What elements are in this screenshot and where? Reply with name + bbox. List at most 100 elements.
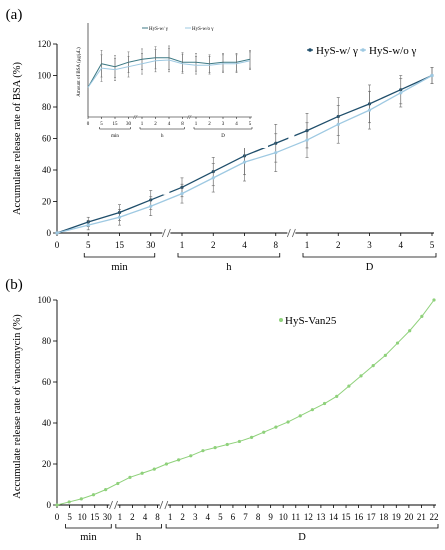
x-tick-label-a: 30 <box>146 240 156 250</box>
y-tick-label-a: 0 <box>47 228 52 238</box>
data-point-b <box>286 420 290 424</box>
x-tick-label-a: 3 <box>367 240 372 250</box>
x-tick-label-b: 1 <box>168 512 173 522</box>
data-point-b <box>383 353 387 357</box>
inset-x-break <box>135 114 138 120</box>
data-point-a <box>242 160 247 164</box>
segment-bracket-b <box>65 524 112 529</box>
x-axis-break-a-stroke <box>167 228 171 238</box>
data-point-a <box>117 215 122 219</box>
x-axis-break-b-gap <box>109 500 118 510</box>
data-point-b <box>420 314 424 318</box>
inset-x-tick-label: 2 <box>208 122 211 127</box>
x-tick-label-a: 5 <box>86 240 91 250</box>
inset-x-tick-label: 5 <box>249 122 252 127</box>
y-tick-label-b: 20 <box>42 459 52 469</box>
x-axis-break-a-gap <box>162 228 171 238</box>
data-point-a <box>367 108 372 112</box>
x-tick-label-b: 3 <box>193 512 198 522</box>
inset-legend-label-0: HyS-w/ γ <box>149 27 169 32</box>
x-tick-label-b: 9 <box>268 512 273 522</box>
x-tick-label-a: 2 <box>211 240 216 250</box>
x-tick-label-b: 2 <box>180 512 185 522</box>
inset-segment-label-h: h <box>161 134 164 139</box>
y-tick-label-a: 60 <box>42 134 52 144</box>
inset-legend-label-1: HyS-w/o γ <box>192 27 214 32</box>
data-point-b <box>335 394 339 398</box>
data-point-b <box>262 430 266 434</box>
x-tick-label-b: 7 <box>243 512 248 522</box>
data-point-a <box>274 151 278 155</box>
x-tick-label-b: 15 <box>90 512 100 522</box>
inset-x-tick-label: 8 <box>181 122 184 127</box>
inset-x-tick-label: 5 <box>100 122 103 127</box>
x-tick-label-b: 6 <box>231 512 236 522</box>
x-tick-label-a: 0 <box>55 240 60 250</box>
legend-marker-a <box>361 48 365 52</box>
data-point-b <box>359 374 363 378</box>
y-tick-label-a: 100 <box>38 71 52 81</box>
y-tick-label-b: 80 <box>42 336 52 346</box>
x-tick-label-b: 21 <box>417 512 426 522</box>
x-tick-label-b: 2 <box>130 512 135 522</box>
y-tick-label-a: 80 <box>42 102 52 112</box>
data-point-b <box>322 401 327 406</box>
data-point-a <box>430 73 434 78</box>
x-tick-label-b: 20 <box>404 512 414 522</box>
data-point-b <box>128 475 132 479</box>
x-tick-label-b: 10 <box>78 512 88 522</box>
y-tick-label-b: 60 <box>42 377 52 387</box>
x-axis-break-b-stroke <box>164 500 169 510</box>
legend-label-b: HyS-Van25 <box>285 315 337 327</box>
x-tick-label-b: 13 <box>316 512 326 522</box>
y-tick-label-a: 120 <box>38 39 52 49</box>
y-axis-label-b: Accumulate release rate of vancomycin (%… <box>12 314 23 499</box>
x-tick-label-b: 5 <box>218 512 223 522</box>
data-point-b <box>213 446 217 450</box>
inset-segment-label-D: D <box>221 134 225 139</box>
series-line-b <box>56 299 435 506</box>
data-point-b <box>67 500 71 504</box>
x-axis-break-b-stroke <box>109 500 113 510</box>
x-tick-label-b: 10 <box>279 512 289 522</box>
x-tick-label-a: 5 <box>430 240 435 250</box>
inset-x-break <box>133 114 136 120</box>
data-point-b <box>79 497 83 501</box>
x-tick-label-b: 4 <box>206 512 211 522</box>
y-tick-label-b: 100 <box>38 295 52 305</box>
x-tick-label-b: 14 <box>329 512 339 522</box>
x-tick-label-a: 2 <box>336 240 341 250</box>
data-point-b <box>274 425 278 429</box>
data-point-b <box>310 408 314 412</box>
x-tick-label-b: 11 <box>291 512 300 522</box>
segment-bracket-b <box>115 524 162 529</box>
x-tick-label-a: 4 <box>242 240 247 250</box>
x-axis-break-b-stroke <box>159 500 164 510</box>
inset-segment-label-min: min <box>111 134 119 139</box>
segment-label-a-D: D <box>366 262 374 273</box>
data-point-a <box>399 91 403 95</box>
x-tick-label-a: 4 <box>399 240 404 250</box>
x-tick-label-a: 15 <box>115 240 125 250</box>
x-tick-label-b: 30 <box>103 512 113 522</box>
data-point-a <box>55 231 59 235</box>
data-point-b <box>164 462 169 466</box>
series-break-a <box>288 134 295 141</box>
inset-y-label: Amount of BSA (μg/μL) <box>77 47 82 97</box>
y-tick-label-b: 40 <box>42 418 52 428</box>
inset-x-tick-label: 1 <box>195 122 198 127</box>
inset-x-tick-label: 4 <box>168 122 171 127</box>
data-point-b <box>432 298 436 302</box>
x-tick-label-b: 8 <box>155 512 160 522</box>
x-axis-break-b-gap <box>159 500 168 510</box>
data-point-a <box>305 138 309 142</box>
data-point-b <box>104 488 108 492</box>
panel-label-a: (a) <box>6 7 23 23</box>
segment-label-a-h: h <box>226 262 232 273</box>
x-tick-label-b: 0 <box>55 512 60 522</box>
inset-x-tick-label: 2 <box>154 122 157 127</box>
data-point-b <box>347 384 351 388</box>
data-point-b <box>152 467 156 471</box>
x-axis-break-a-gap <box>287 228 296 238</box>
